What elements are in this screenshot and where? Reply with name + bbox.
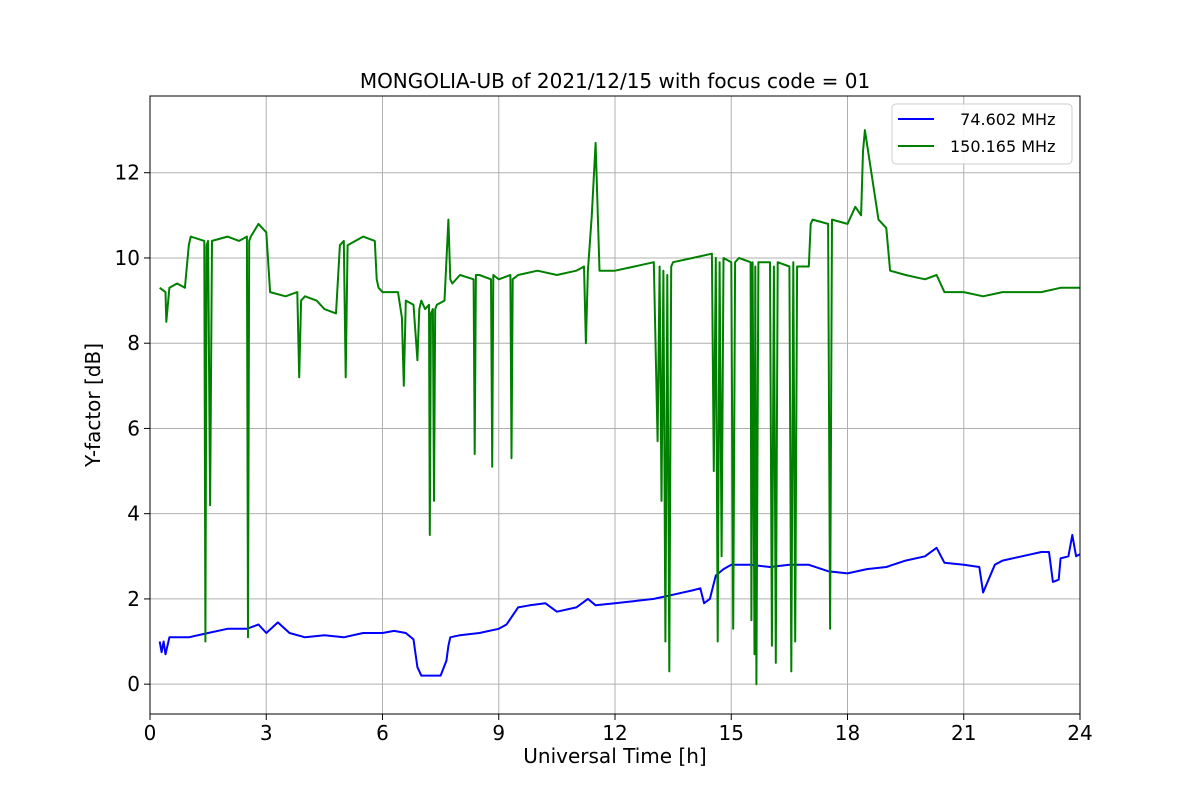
series-line-150mhz	[159, 129, 1080, 686]
x-tick-label: 12	[602, 721, 627, 745]
y-tick-label: 12	[115, 161, 140, 185]
x-tick-label: 3	[260, 721, 273, 745]
y-tick-label: 0	[127, 672, 140, 696]
series-layer	[158, 129, 1081, 686]
legend: 74.602 MHz 150.165 MHz	[891, 103, 1073, 165]
x-tick-label: 9	[492, 721, 505, 745]
legend-box	[891, 103, 1073, 165]
x-tick-label: 18	[835, 721, 860, 745]
x-axis-label: Universal Time [h]	[523, 744, 706, 768]
x-tick-label: 6	[376, 721, 389, 745]
x-tick-label: 0	[144, 721, 157, 745]
x-tick-label: 24	[1067, 721, 1092, 745]
y-tick-label: 6	[127, 416, 140, 440]
series-line-74mhz	[158, 534, 1081, 677]
legend-label-150mhz: 150.165 MHz	[950, 137, 1055, 156]
y-axis-label: Y-factor [dB]	[81, 343, 105, 468]
legend-label-74mhz: 74.602 MHz	[950, 110, 1055, 129]
y-tick-label: 2	[127, 587, 140, 611]
y-tick-label: 4	[127, 502, 140, 526]
x-tick-label: 21	[951, 721, 976, 745]
chart-title: MONGOLIA-UB of 2021/12/15 with focus cod…	[360, 69, 870, 93]
y-tick-label: 8	[127, 331, 140, 355]
y-tick-label: 10	[115, 246, 140, 270]
x-tick-label: 15	[719, 721, 744, 745]
